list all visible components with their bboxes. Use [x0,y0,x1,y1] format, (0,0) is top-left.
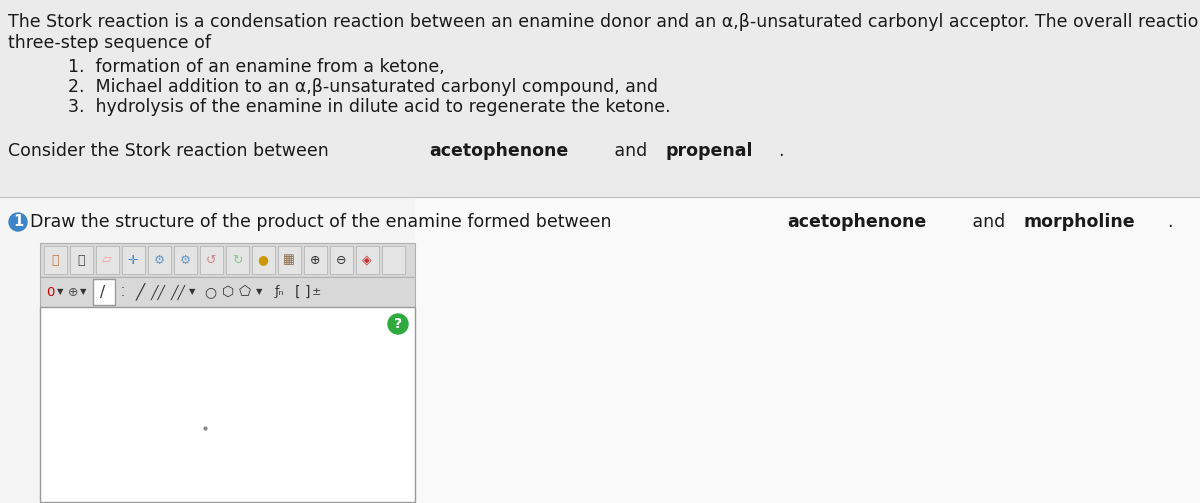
Text: ƒₙ: ƒₙ [275,286,284,298]
Text: acetophenone: acetophenone [428,142,569,160]
Text: ▼: ▼ [256,288,263,296]
Text: ◈: ◈ [362,254,372,267]
Text: ●: ● [258,254,269,267]
FancyBboxPatch shape [226,246,248,274]
Text: ⊕: ⊕ [310,254,320,267]
Text: three-step sequence of: three-step sequence of [8,34,211,52]
FancyBboxPatch shape [70,246,92,274]
FancyBboxPatch shape [40,243,415,277]
FancyBboxPatch shape [382,246,404,274]
Text: 0: 0 [46,286,54,298]
Text: 1.  formation of an enamine from a ketone,: 1. formation of an enamine from a ketone… [68,58,445,76]
FancyBboxPatch shape [330,246,353,274]
Text: acetophenone: acetophenone [787,213,926,231]
Text: 3.  hydrolysis of the enamine in dilute acid to regenerate the ketone.: 3. hydrolysis of the enamine in dilute a… [68,98,671,116]
FancyBboxPatch shape [304,246,326,274]
Text: ✋: ✋ [52,254,59,267]
FancyBboxPatch shape [40,307,415,502]
Text: ⁚: ⁚ [121,286,125,298]
Text: ▼: ▼ [188,288,196,296]
Text: ○: ○ [204,285,216,299]
FancyBboxPatch shape [277,246,300,274]
Text: ⬡: ⬡ [222,285,234,299]
FancyBboxPatch shape [148,246,170,274]
Text: .: . [778,142,784,160]
FancyBboxPatch shape [121,246,144,274]
Text: and: and [608,142,653,160]
FancyBboxPatch shape [40,277,415,307]
Text: ✛: ✛ [127,254,138,267]
Text: ↻: ↻ [232,254,242,267]
Text: Consider the Stork reaction between: Consider the Stork reaction between [8,142,335,160]
Text: ±: ± [311,287,320,297]
Text: propenal: propenal [665,142,752,160]
Text: ╱╱: ╱╱ [170,284,186,300]
FancyBboxPatch shape [174,246,197,274]
Text: ╱: ╱ [136,283,144,301]
Text: ▦: ▦ [283,254,295,267]
Text: [: [ [295,285,301,299]
FancyBboxPatch shape [252,246,275,274]
FancyBboxPatch shape [96,246,119,274]
FancyBboxPatch shape [94,279,115,305]
Text: 🧪: 🧪 [77,254,85,267]
Text: ▼: ▼ [79,288,86,296]
FancyBboxPatch shape [0,0,1200,197]
Text: /: / [101,285,106,299]
Text: Draw the structure of the product of the enamine formed between: Draw the structure of the product of the… [30,213,617,231]
Text: The Stork reaction is a condensation reaction between an enamine donor and an α,: The Stork reaction is a condensation rea… [8,13,1200,31]
Text: ⚙: ⚙ [179,254,191,267]
Text: ⬠: ⬠ [239,285,251,299]
Text: ╱╱: ╱╱ [150,284,166,300]
Text: ⚙: ⚙ [154,254,164,267]
Text: 1: 1 [13,214,23,229]
Text: morpholine: morpholine [1024,213,1135,231]
Text: and: and [967,213,1010,231]
FancyBboxPatch shape [355,246,378,274]
Text: ]: ] [305,285,310,299]
Circle shape [388,314,408,334]
FancyBboxPatch shape [415,197,1200,503]
Text: ⊖: ⊖ [336,254,347,267]
FancyBboxPatch shape [43,246,66,274]
Text: 2.  Michael addition to an α,β-unsaturated carbonyl compound, and: 2. Michael addition to an α,β-unsaturate… [68,78,658,96]
Circle shape [10,213,28,231]
Text: ?: ? [394,317,402,331]
FancyBboxPatch shape [199,246,222,274]
Text: ▼: ▼ [56,288,64,296]
Text: ⊕: ⊕ [67,286,78,298]
Text: ▱: ▱ [102,254,112,267]
Text: .: . [1168,213,1174,231]
Text: ↺: ↺ [205,254,216,267]
